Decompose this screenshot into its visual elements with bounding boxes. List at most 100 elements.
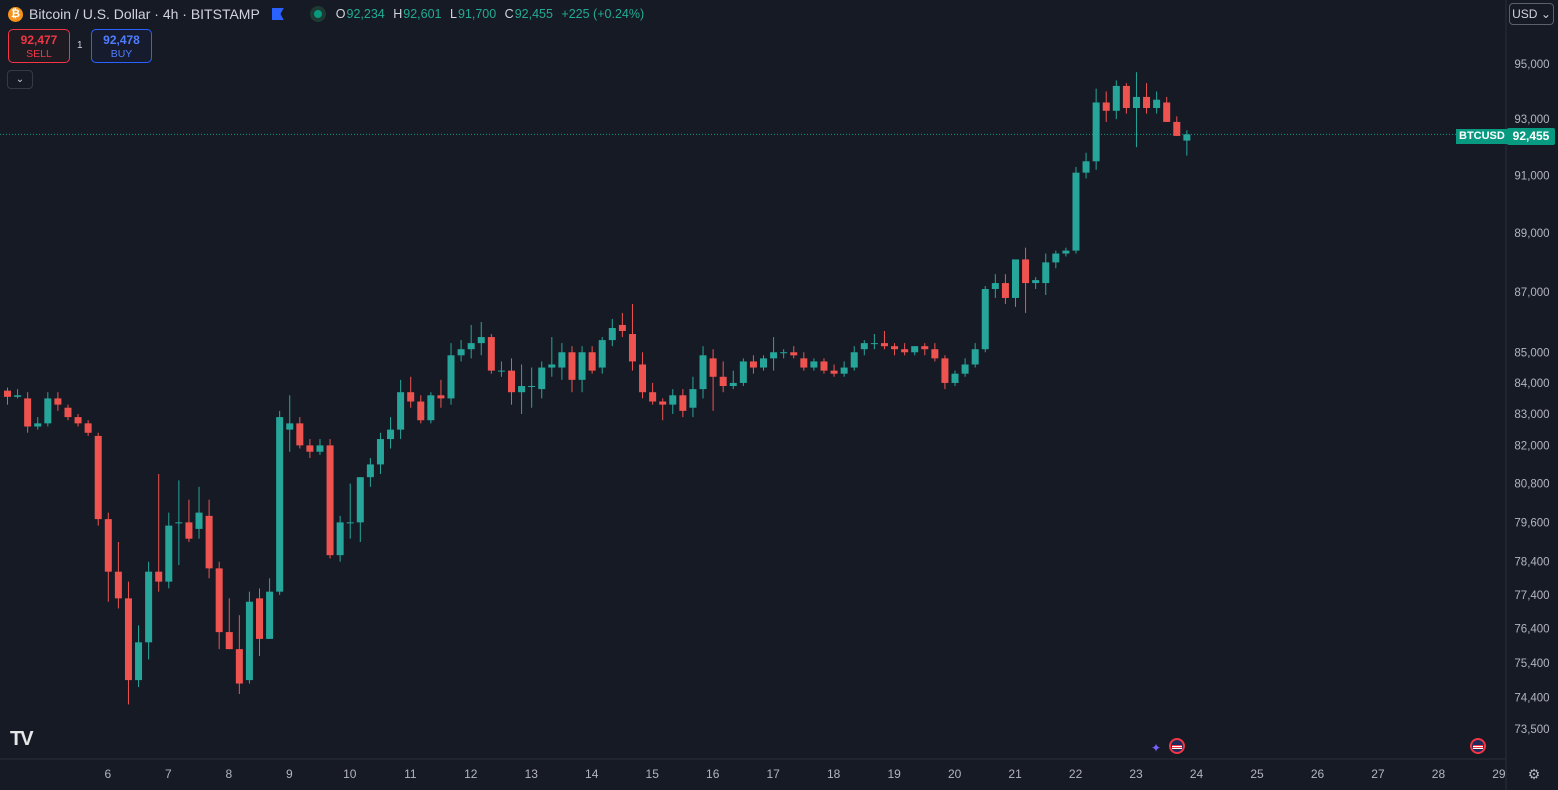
candle-body xyxy=(679,395,687,411)
candle xyxy=(447,343,455,405)
market-status-icon[interactable] xyxy=(309,6,326,22)
candle xyxy=(901,343,909,356)
candle xyxy=(850,346,858,371)
candle-body xyxy=(739,361,747,383)
price-tick-label: 85,000 xyxy=(1514,347,1549,359)
candle-body xyxy=(457,349,465,356)
candle-body xyxy=(44,398,52,424)
collapse-chevron-icon[interactable]: ⌄ xyxy=(7,70,33,89)
sell-button[interactable]: 92,477 SELL xyxy=(8,29,70,63)
candle-body xyxy=(659,401,667,405)
last-price-label: 92,455 xyxy=(1507,128,1555,145)
candle xyxy=(860,340,868,356)
candle xyxy=(205,499,213,579)
candle xyxy=(64,404,72,421)
candle-body xyxy=(306,445,314,452)
price-tick-label: 84,000 xyxy=(1514,378,1549,390)
candle xyxy=(1072,166,1080,254)
candle-body xyxy=(215,568,223,633)
candle xyxy=(911,346,919,356)
us-flag-event-icon[interactable] xyxy=(1470,738,1486,754)
candle xyxy=(1143,83,1151,114)
candle-body xyxy=(961,364,969,374)
candle-body xyxy=(719,376,727,387)
symbol-price-label: BTCUSD xyxy=(1456,129,1508,144)
time-tick-label: 20 xyxy=(948,767,962,781)
candle xyxy=(1052,250,1060,269)
candle-body xyxy=(497,370,505,372)
candle-body xyxy=(245,601,253,681)
time-tick-label: 10 xyxy=(343,767,357,781)
candle xyxy=(739,358,747,387)
time-tick-label: 15 xyxy=(646,767,660,781)
candle-body xyxy=(669,395,677,405)
candle-body xyxy=(24,398,32,427)
candle xyxy=(588,346,596,374)
candle xyxy=(951,370,959,387)
candle xyxy=(1092,88,1100,170)
candle-body xyxy=(276,417,284,592)
candle xyxy=(266,578,274,639)
symbol-title[interactable]: Bitcoin / U.S. Dollar · 4h · BITSTAMP xyxy=(29,6,260,22)
candle-body xyxy=(639,364,647,393)
candle-body xyxy=(699,355,707,390)
candle xyxy=(306,439,314,459)
candle-body xyxy=(598,340,606,368)
candle-body xyxy=(145,571,153,643)
tradingview-logo[interactable]: TV xyxy=(10,728,34,750)
candle-body xyxy=(64,407,72,418)
candle-body xyxy=(1082,161,1090,173)
candle xyxy=(669,389,677,414)
candle xyxy=(235,615,243,694)
candle xyxy=(145,561,153,660)
candle-body xyxy=(1001,283,1009,298)
time-tick-label: 29 xyxy=(1492,767,1506,781)
candle xyxy=(639,352,647,399)
candle-body xyxy=(376,439,384,465)
candle xyxy=(336,515,344,562)
time-tick-label: 9 xyxy=(286,767,293,781)
candle xyxy=(891,343,899,356)
candle-body xyxy=(54,398,62,405)
candle xyxy=(175,480,183,566)
candle-body xyxy=(266,591,274,639)
candle xyxy=(628,303,636,371)
candle xyxy=(1102,91,1110,122)
buy-button[interactable]: 92,478 BUY xyxy=(91,29,152,63)
candle xyxy=(941,355,949,390)
candle xyxy=(155,473,163,592)
candle-body xyxy=(1062,250,1070,254)
candle xyxy=(356,477,364,542)
candle xyxy=(366,458,374,487)
candle-body xyxy=(1042,262,1050,284)
candle xyxy=(4,387,11,405)
candle xyxy=(790,346,798,359)
candle xyxy=(1132,72,1140,148)
candle-body xyxy=(618,324,626,332)
time-tick-label: 14 xyxy=(585,767,599,781)
settings-gear-icon[interactable]: ⚙ xyxy=(1527,765,1541,782)
candle-body xyxy=(477,337,485,344)
us-flag-event-icon[interactable] xyxy=(1169,738,1185,754)
time-tick-label: 8 xyxy=(226,767,233,781)
candle xyxy=(135,625,143,688)
candle-body xyxy=(981,289,989,350)
sparkle-icon[interactable]: ✦ xyxy=(1151,741,1162,755)
candle-body xyxy=(397,392,405,430)
price-axis[interactable]: 95,000 93,000 91,000 89,000 87,000 85,000 84,0… xyxy=(1514,59,1549,736)
candle xyxy=(749,355,757,374)
candle xyxy=(326,439,334,559)
candle xyxy=(508,358,515,405)
time-tick-label: 18 xyxy=(827,767,841,781)
candle xyxy=(689,376,697,418)
candle-body xyxy=(417,401,425,421)
candle-body xyxy=(588,352,596,371)
candle-body xyxy=(124,598,132,681)
flag-icon[interactable] xyxy=(271,8,284,20)
time-axis[interactable]: 6 7 8 9 10 11 12 13 14 15 16 17 18 19 20 21 22 23 24 25 26 27… xyxy=(105,767,1506,781)
currency-select[interactable]: USD ⌄ xyxy=(1509,3,1554,25)
candle xyxy=(245,591,253,684)
candle-body xyxy=(427,395,435,421)
candle-body xyxy=(14,395,22,397)
